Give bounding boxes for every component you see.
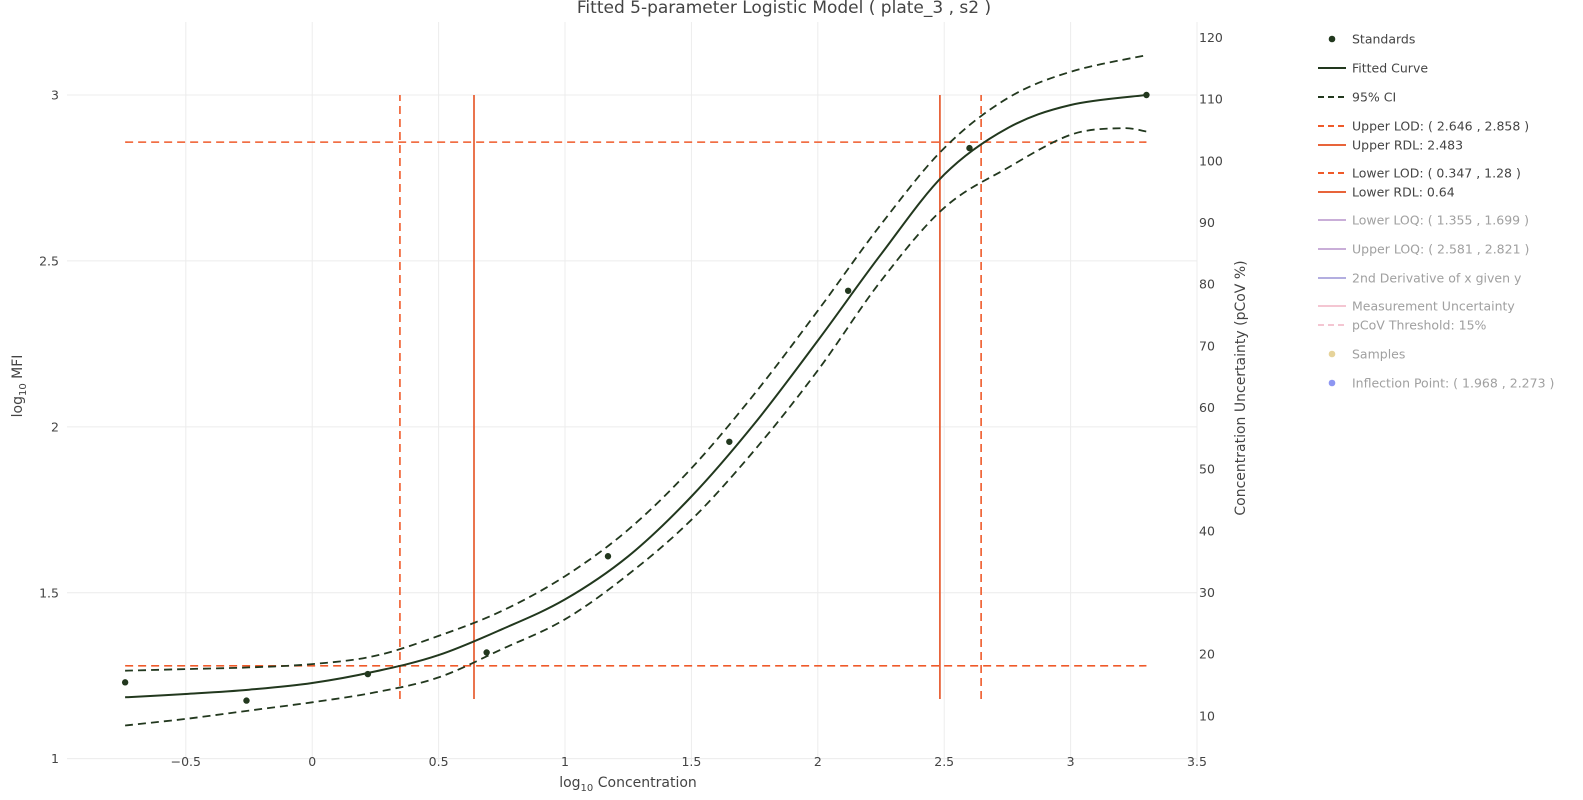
- legend-item[interactable]: Lower RDL: 0.64: [1318, 185, 1455, 200]
- chart-title: Fitted 5-parameter Logistic Model ( plat…: [577, 0, 991, 18]
- legend-item[interactable]: 95% CI: [1318, 90, 1396, 105]
- reference-lines: [125, 95, 1147, 699]
- x-tick-label: 3.5: [1187, 754, 1207, 769]
- y-tick-label: 1: [51, 751, 59, 766]
- fitted-curve-line: [125, 94, 1147, 699]
- legend-item[interactable]: Upper RDL: 2.483: [1318, 138, 1463, 153]
- series: [121, 54, 1150, 727]
- legend-item[interactable]: Standards: [1328, 32, 1416, 47]
- legend-label: Lower RDL: 0.64: [1352, 185, 1455, 200]
- legend-label: 95% CI: [1352, 90, 1396, 105]
- legend-label: Measurement Uncertainty: [1352, 299, 1515, 314]
- standard-point: [243, 697, 250, 704]
- legend-label: pCoV Threshold: 15%: [1352, 318, 1487, 333]
- x-tick-label: 0: [308, 754, 316, 769]
- x-tick-label: −0.5: [171, 754, 201, 769]
- standard-point: [483, 649, 490, 656]
- y2-tick-label: 80: [1199, 277, 1215, 292]
- standard-point: [121, 679, 129, 686]
- x-tick-label: 1: [561, 754, 569, 769]
- y2-tick-label: 120: [1199, 30, 1223, 45]
- legend-label: Upper LOD: ( 2.646 , 2.858 ): [1352, 119, 1529, 134]
- y2-tick-label: 90: [1199, 215, 1215, 230]
- legend-label: Lower LOQ: ( 1.355 , 1.699 ): [1352, 213, 1529, 228]
- x-tick-label: 1.5: [681, 754, 701, 769]
- legend-item[interactable]: Lower LOQ: ( 1.355 , 1.699 ): [1318, 213, 1529, 228]
- axes: −0.5 0 0.5 1 1.5 2 2.5 3 3.5 1 1.5 2 2.5 3 10 20 30 40 50 6…: [10, 30, 1223, 794]
- legend-label: Standards: [1352, 32, 1415, 47]
- y2-axis-title: Concentration Uncertainty (pCoV %): [1233, 260, 1249, 515]
- legend-marker-icon: [1328, 350, 1336, 358]
- legend[interactable]: Standards Fitted Curve 95% CI Upper LOD: ( …: [1318, 32, 1554, 391]
- y-tick-label: 2.5: [39, 253, 59, 268]
- x-tick-label: 2: [814, 754, 822, 769]
- legend-item[interactable]: Upper LOQ: ( 2.581 , 2.821 ): [1318, 242, 1529, 257]
- x-tick-label: 2.5: [934, 754, 954, 769]
- legend-item[interactable]: 2nd Derivative of x given y: [1318, 271, 1522, 286]
- legend-item[interactable]: Upper LOD: ( 2.646 , 2.858 ): [1318, 119, 1529, 134]
- legend-label: 2nd Derivative of x given y: [1352, 271, 1522, 286]
- y2-tick-label: 20: [1199, 647, 1215, 662]
- legend-label: Upper LOQ: ( 2.581 , 2.821 ): [1352, 242, 1529, 257]
- legend-item[interactable]: Lower LOD: ( 0.347 , 1.28 ): [1318, 166, 1521, 181]
- legend-label: Lower LOD: ( 0.347 , 1.28 ): [1352, 166, 1521, 181]
- legend-item[interactable]: Samples: [1328, 347, 1406, 362]
- legend-item[interactable]: Fitted Curve: [1318, 61, 1428, 76]
- legend-marker-icon: [1328, 379, 1336, 387]
- legend-label: Samples: [1352, 347, 1405, 362]
- y2-tick-label: 60: [1199, 400, 1215, 415]
- y2-tick-label: 50: [1199, 462, 1215, 477]
- y2-tick-label: 40: [1199, 523, 1215, 538]
- legend-label: Upper RDL: 2.483: [1352, 138, 1463, 153]
- x-tick-label: 3: [1067, 754, 1075, 769]
- legend-label: Inflection Point: ( 1.968 , 2.273 ): [1352, 376, 1554, 391]
- y2-tick-label: 70: [1199, 338, 1215, 353]
- y-tick-label: 3: [51, 88, 59, 103]
- y2-tick-label: 100: [1199, 153, 1223, 168]
- y2-tick-label: 110: [1199, 92, 1223, 107]
- legend-marker-icon: [1328, 35, 1336, 43]
- y-axis-title: log10 MFI: [10, 355, 29, 418]
- x-axis-title: log10 Concentration: [559, 775, 697, 794]
- legend-item[interactable]: pCoV Threshold: 15%: [1318, 318, 1487, 333]
- standard-point: [604, 553, 612, 560]
- standard-point: [844, 287, 852, 294]
- grid: [67, 22, 1198, 762]
- legend-item[interactable]: Measurement Uncertainty: [1318, 299, 1515, 314]
- legend-label: Fitted Curve: [1352, 61, 1428, 76]
- legend-item[interactable]: Inflection Point: ( 1.968 , 2.273 ): [1328, 376, 1555, 391]
- standard-point: [1143, 91, 1150, 99]
- y-tick-label: 2: [51, 419, 59, 434]
- standard-point: [364, 670, 372, 678]
- y-tick-label: 1.5: [39, 585, 59, 600]
- x-tick-label: 0.5: [429, 754, 449, 769]
- standard-point: [726, 438, 733, 445]
- ci-upper-line: [125, 54, 1147, 672]
- y2-tick-label: 10: [1199, 708, 1215, 723]
- y2-tick-label: 30: [1199, 585, 1215, 600]
- ci-lower-line: [125, 127, 1147, 727]
- standard-point: [966, 144, 973, 152]
